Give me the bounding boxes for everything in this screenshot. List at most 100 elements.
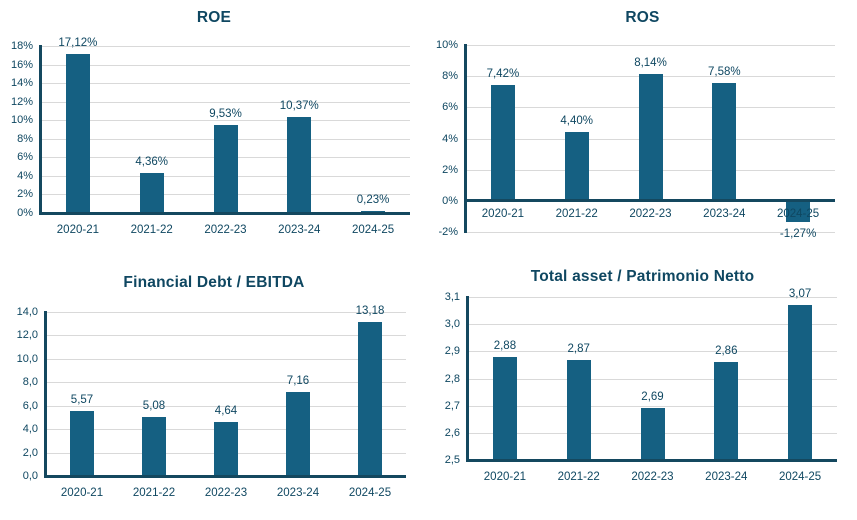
x-category-label: 2023-24 [276, 487, 320, 499]
gridline [41, 120, 410, 122]
gridline [466, 232, 835, 233]
y-axis-line [39, 45, 42, 214]
y-axis-tick-label: 4% [17, 169, 33, 182]
y-axis-tick-label: 2,5 [444, 454, 460, 466]
bar [566, 359, 591, 460]
y-axis-tick-label: 10,0 [16, 352, 38, 365]
y-axis-tick-label: 8,0 [22, 376, 38, 389]
bar-value-label: 13,18 [355, 304, 385, 317]
gridline [468, 297, 837, 298]
y-axis-line [44, 311, 47, 477]
bar [714, 362, 739, 460]
y-axis-line [466, 296, 469, 461]
gridline [468, 378, 837, 380]
total-asset-patrimonio-netto-chart-title: Total asset / Patrimonio Netto [530, 268, 755, 285]
y-axis-tick-label: 14,0 [16, 306, 38, 318]
x-category-label: 2024-25 [776, 207, 820, 220]
gridline [46, 358, 406, 360]
bar-value-label: 2,88 [493, 339, 517, 352]
y-axis-tick-label: 0% [17, 207, 33, 219]
bar-value-label: 4,64 [214, 404, 238, 417]
y-axis-tick-label: 6% [442, 101, 458, 114]
x-category-label: 2023-24 [278, 224, 321, 236]
bar [564, 132, 589, 201]
bar-value-label: 2,69 [641, 391, 664, 404]
bar [712, 82, 737, 201]
bar [287, 116, 312, 213]
gridline [466, 45, 835, 46]
y-axis-tick-label: 6,0 [22, 399, 38, 412]
y-axis-tick-label: 2,7 [444, 399, 460, 412]
gridline [41, 64, 410, 66]
bar-value-label: 5,57 [70, 393, 94, 406]
y-axis-tick-label: 2% [442, 163, 458, 176]
x-axis-line [39, 211, 410, 215]
ros-chart-title: ROS [625, 9, 660, 26]
y-axis-tick-label: 0% [442, 194, 458, 207]
x-category-label: 2020-21 [56, 224, 99, 236]
bar [358, 321, 382, 476]
financial-debt-ebitda-chart-title: Financial Debt / EBITDA [123, 274, 305, 291]
gridline [468, 405, 837, 407]
bar-value-label: 17,12% [58, 37, 98, 50]
y-axis-tick-label: 2,9 [444, 345, 460, 358]
bar [640, 408, 665, 460]
y-axis-tick-label: 10% [435, 39, 458, 51]
y-axis-tick-label: 14% [10, 77, 33, 90]
bar [788, 305, 813, 460]
y-axis-tick-label: 12% [10, 95, 33, 108]
x-category-label: 2023-24 [705, 471, 748, 483]
y-axis-tick-label: 10% [10, 114, 33, 127]
bar-value-label: 2,86 [715, 345, 738, 358]
gridline [468, 324, 837, 326]
bar [286, 392, 310, 476]
x-category-label: 2022-23 [204, 224, 247, 236]
bar-value-label: 7,42% [486, 68, 520, 81]
bar [70, 410, 94, 476]
bar [492, 356, 517, 460]
bar [142, 416, 166, 476]
y-axis-tick-label: 8% [17, 132, 33, 145]
x-axis-line [464, 199, 835, 203]
bar [490, 85, 515, 201]
gridline [41, 46, 410, 47]
bar [786, 201, 811, 222]
financial-debt-ebitda-chart: Financial Debt / EBITDA 0,0 2,0 4,0 6,0 8,0 1… [0, 260, 428, 520]
roe-chart-title: ROE [196, 9, 232, 26]
gridline [46, 382, 406, 384]
gridline [41, 101, 410, 103]
ros-chart: ROS -2% 0% 2% 4% 6% 8% 10% 2020-21 7,42% 2021-22 4… [428, 0, 857, 260]
bar-value-label: 8,14% [634, 57, 667, 69]
gridline [468, 351, 837, 353]
bar-value-label: 0,23% [356, 193, 390, 206]
bar-value-label: 9,53% [209, 107, 242, 120]
y-axis-tick-label: 2,8 [444, 372, 460, 385]
x-category-label: 2022-23 [631, 471, 674, 483]
y-axis-tick-label: 6% [17, 151, 33, 164]
y-axis-tick-label: 16% [10, 58, 33, 71]
bar-value-label: 4,40% [560, 115, 593, 128]
x-category-label: 2021-22 [555, 207, 598, 220]
y-axis-tick-label: 2,6 [444, 426, 460, 439]
roe-chart: ROE 0% 2% 4% 6% 8% 10% 12% 14% 16% 18% 2020-21 17,1… [0, 0, 428, 260]
x-category-label: 2024-25 [351, 224, 395, 236]
bar-value-label: 7,58% [707, 65, 741, 78]
gridline [46, 312, 406, 313]
x-category-label: 2023-24 [703, 207, 746, 220]
bar [638, 74, 663, 201]
x-category-label: 2021-22 [132, 487, 176, 499]
total-asset-patrimonio-netto-chart: Total asset / Patrimonio Netto 2,5 2,6 2,7… [428, 260, 857, 520]
x-category-label: 2020-21 [483, 471, 526, 483]
gridline [41, 83, 410, 85]
y-axis-tick-label: -2% [438, 226, 458, 238]
x-category-label: 2022-23 [204, 487, 248, 499]
x-axis-line [44, 474, 406, 478]
y-axis-tick-label: 4,0 [22, 423, 38, 436]
bar-value-label: 5,08 [142, 399, 166, 412]
y-axis-tick-label: 0,0 [22, 470, 38, 482]
y-axis-tick-label: 12,0 [16, 329, 38, 342]
y-axis-tick-label: 18% [10, 40, 33, 52]
y-axis-tick-label: 3,1 [444, 291, 460, 303]
y-axis-tick-label: 2,0 [22, 446, 38, 459]
x-category-label: 2024-25 [778, 471, 822, 483]
